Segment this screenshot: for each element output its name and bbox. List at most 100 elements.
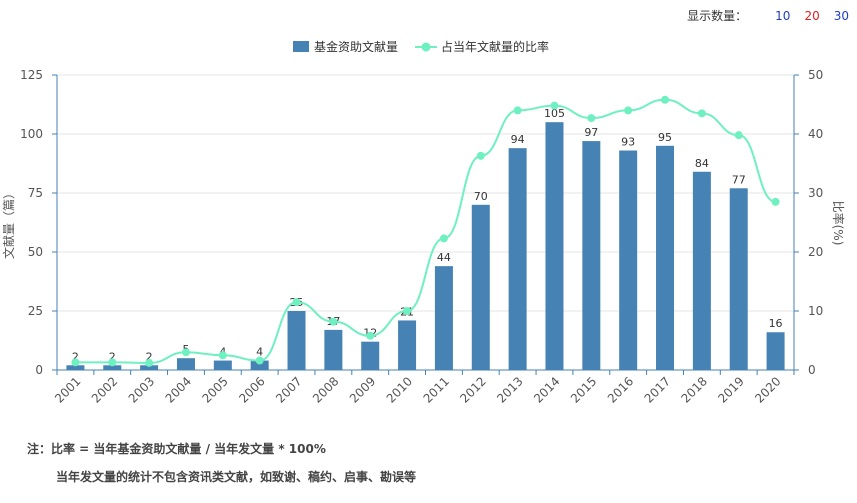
x-tick-label: 2010 [384,374,415,405]
combo-chart: 基金资助文献量 占当年文献量的比率 0 25 50 75 100 125 0 10 20 30 4… [1,39,846,406]
left-tick-label: 50 [28,245,43,259]
bar-value-label: 95 [658,131,672,144]
right-tick-label: 10 [808,304,823,318]
bar [729,188,748,370]
bar [287,311,306,370]
bar [66,365,85,370]
bar-value-label: 70 [474,190,488,203]
ratio-point [292,298,301,307]
x-tick-label: 2017 [642,374,673,405]
bar-data-labels: 22254425171221447094105979395847716 [72,107,783,363]
x-tick-label: 2002 [89,374,120,405]
note-exclusion: 当年发文量的统计不包含资讯类文献，如致谢、稿约、启事、勘误等 [56,470,417,484]
left-tick-label: 25 [28,304,43,318]
bar [324,329,343,370]
display-count-option-30[interactable]: 30 [833,8,849,23]
x-tick-label: 2019 [715,374,746,405]
note-ratio-definition: 注：比率 = 当年基金资助文献量 / 当年发文量 * 100% [27,442,326,456]
ratio-point [624,106,633,115]
legend-line-label[interactable]: 占当年文献量的比率 [441,39,549,54]
x-tick-label: 2009 [347,374,378,405]
left-tick-label: 0 [35,363,43,377]
y2-axis-title: 比率(%) [831,201,846,246]
bar [766,332,785,370]
bar [508,148,527,370]
bar-value-label: 44 [437,251,451,264]
x-tick-label: 2014 [531,374,562,405]
right-tick-label: 50 [808,68,823,82]
bar [361,341,380,370]
bar [103,365,122,370]
bar-value-label: 2 [72,350,79,363]
bar-value-label: 94 [511,133,525,146]
bar [582,141,601,370]
ratio-point [476,151,485,160]
bar [471,204,490,370]
x-tick-label: 2020 [752,374,783,405]
legend: 基金资助文献量 占当年文献量的比率 [293,39,549,54]
legend-bar-swatch[interactable] [293,41,309,52]
bar-series [66,122,785,370]
left-tick-label: 75 [28,186,43,200]
display-count-option-20[interactable]: 20 [804,8,820,23]
bar [250,360,269,370]
x-tick-label: 2006 [236,374,267,405]
right-tick-label: 30 [808,186,823,200]
left-tick-label: 125 [20,68,43,82]
x-tick-label: 2003 [126,374,157,405]
bar [692,171,711,370]
x-tick-label: 2018 [678,374,709,405]
ratio-point [439,234,448,243]
x-tick-label: 2015 [568,374,599,405]
ratio-point [661,95,670,104]
bar [398,320,417,370]
bar-value-label: 84 [695,157,709,170]
legend-line-marker [421,42,431,52]
ratio-point [108,358,117,367]
ratio-point [218,351,227,360]
display-count-option-10[interactable]: 10 [775,8,791,23]
x-tick-label: 2001 [52,374,83,405]
bar-value-label: 97 [584,126,598,139]
ratio-point [329,317,338,326]
ratio-point [734,131,743,140]
line-series [71,95,780,367]
bar-value-label: 2 [109,350,116,363]
ratio-point [366,331,375,340]
x-tick-label: 2016 [605,374,636,405]
left-axis: 0 25 50 75 100 125 [20,68,58,377]
right-tick-label: 40 [808,127,823,141]
ratio-point [255,356,264,365]
ratio-point [403,307,412,315]
y-axis-title: 文献量（篇） [1,187,16,259]
ratio-point [71,358,80,367]
bar-value-label: 16 [769,317,783,330]
bar [545,122,564,370]
display-count-label: 显示数量： [687,9,748,23]
ratio-point [550,101,559,110]
bar-value-label: 105 [544,107,565,120]
ratio-point [181,348,190,357]
bar [176,358,195,370]
x-tick-label: 2007 [273,374,304,405]
ratio-point [771,197,780,206]
x-tick-label: 2011 [421,374,452,405]
x-tick-label: 2013 [494,374,525,405]
bar [656,145,675,370]
bar-value-label: 93 [621,136,635,149]
x-tick-label: 2004 [163,374,194,405]
x-tick-labels: 2001 2002 2003 2004 2005 2006 2007 2008 2009 2010… [52,370,795,406]
bar [434,266,453,370]
bar-value-label: 4 [256,346,263,359]
left-tick-label: 100 [20,127,43,141]
right-tick-label: 20 [808,245,823,259]
x-tick-label: 2012 [457,374,488,405]
display-count-control: 显示数量： 10 20 30 [687,7,849,24]
bar [140,365,159,370]
right-tick-label: 0 [808,363,816,377]
bar-value-label: 77 [732,173,746,186]
bar-value-label: 2 [146,350,153,363]
legend-bar-label[interactable]: 基金资助文献量 [314,39,398,54]
ratio-point [513,106,522,115]
ratio-point [587,114,596,123]
